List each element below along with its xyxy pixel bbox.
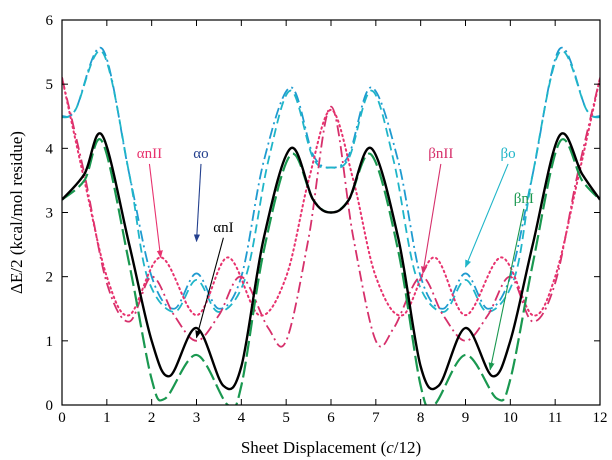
y-tick-label: 6 [46,13,54,29]
annotation-label: αnI [213,220,233,236]
x-axis-title-suffix: /12) [394,438,421,457]
x-tick-label: 1 [103,410,111,426]
x-tick-label: 11 [548,410,562,426]
y-tick-label: 0 [46,398,54,414]
x-axis-title-prefix: Sheet Displacement ( [241,438,387,457]
series-line-5 [62,77,600,348]
annotation-label: αnII [137,146,162,162]
annotation-arrow [464,163,509,268]
y-tick-label: 5 [46,77,54,93]
series-line-0 [62,132,600,391]
x-tick-label: 4 [238,410,246,426]
annotation-label: βo [501,146,516,162]
annotation-arrow [488,208,525,371]
annotation-arrow [193,163,202,243]
x-tick-label: 12 [593,410,608,426]
x-tick-label: 8 [417,410,425,426]
x-tick-label: 5 [282,410,290,426]
y-tick-label: 1 [46,334,54,350]
x-tick-label: 2 [148,410,156,426]
annotation-arrow [195,237,224,339]
annotation-label: βnII [428,146,453,162]
y-tick-label: 3 [46,206,54,222]
series-line-3 [62,49,600,313]
x-axis-title-var: c [386,438,394,457]
x-tick-label: 9 [462,410,470,426]
series-line-1 [62,138,600,405]
x-tick-label: 3 [193,410,201,426]
series-line-2 [62,46,600,310]
x-tick-label: 6 [327,410,335,426]
series-line-4 [62,76,600,317]
x-tick-label: 0 [58,410,66,426]
annotation-arrow [148,163,163,259]
x-axis-title: Sheet Displacement (c/12) [241,438,421,457]
x-tick-label: 7 [372,410,380,426]
annotation-label: βnI [514,191,534,207]
y-tick-label: 2 [46,270,54,286]
y-axis-title: ΔE/2 (kcal/mol residue) [7,131,26,294]
annotation-label: αo [193,146,208,162]
x-tick-label: 10 [503,410,518,426]
y-tick-label: 4 [46,141,54,157]
annotations-layer: αnII αo αnI βnII βo βnI [137,146,534,371]
annotation-arrow [420,163,442,275]
series-layer [62,46,600,405]
